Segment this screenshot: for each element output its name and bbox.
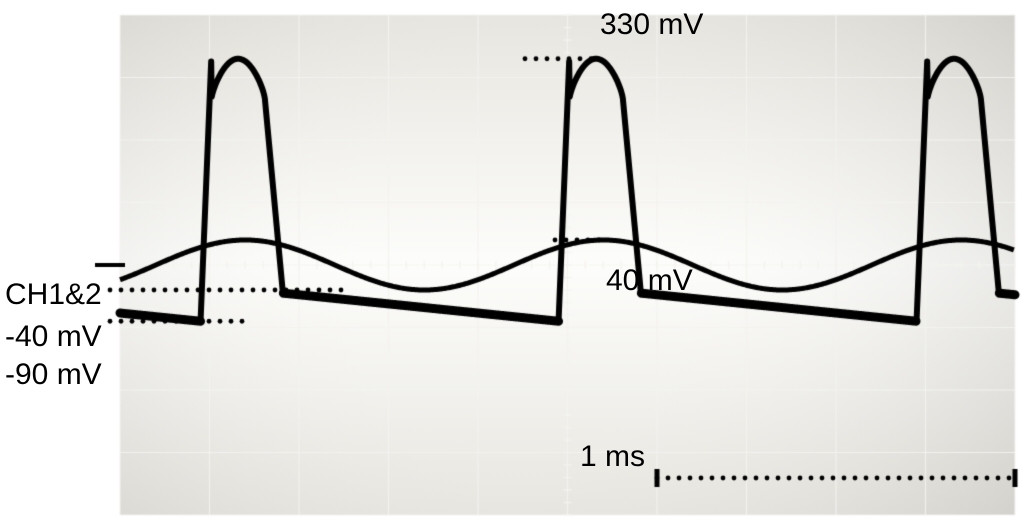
oscilloscope-figure: 330 mV 40 mV CH1&2 -40 mV -90 mV 1 ms <box>0 0 1024 529</box>
neg40-label: -40 mV <box>5 320 102 354</box>
neg90-label: -90 mV <box>5 358 102 392</box>
sine-peak-voltage-label: 40 mV <box>606 264 693 298</box>
channel-label: CH1&2 <box>5 278 102 312</box>
peak-voltage-label: 330 mV <box>600 8 703 42</box>
oscilloscope-canvas <box>0 0 1024 529</box>
time-scale-label: 1 ms <box>580 440 645 474</box>
